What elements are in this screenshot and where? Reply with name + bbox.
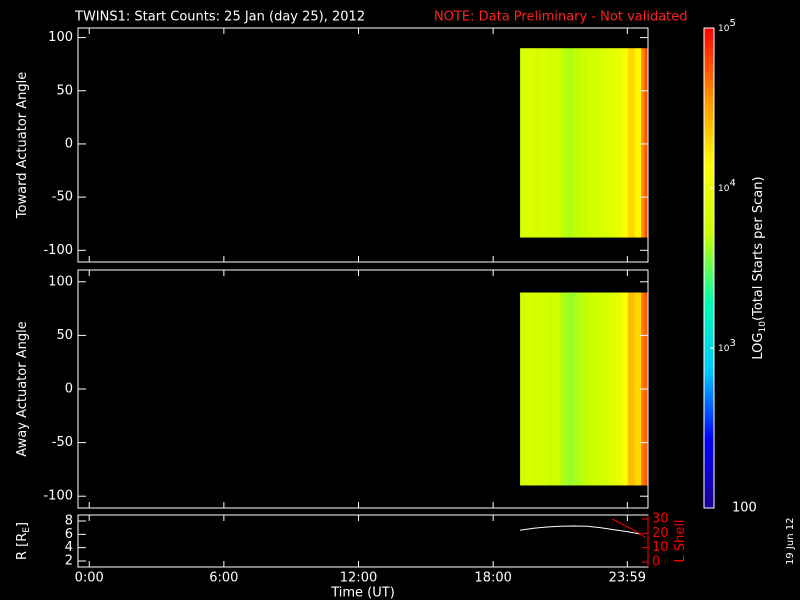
heatmap-cell	[594, 48, 602, 238]
colorbar-tick-label: 105	[718, 18, 736, 34]
heatmap-cell	[573, 48, 582, 238]
heatmap-cell	[621, 292, 629, 486]
date: 19 Jun 12	[785, 518, 796, 565]
y2-tick-label: 30	[652, 512, 669, 527]
y2-tick-label: 10	[652, 540, 669, 555]
chart-title: TWINS1: Start Counts: 25 Jan (day 25), 2…	[74, 10, 365, 25]
heatmap-cell	[520, 48, 528, 238]
colorbar-tick-label: 104	[718, 178, 736, 194]
tick-exponent: 3	[729, 338, 735, 349]
heatmap-cell	[540, 292, 548, 486]
y-tick-label: -100	[43, 489, 73, 504]
y2-tick-label: 0	[652, 554, 660, 569]
heatmap-cell	[614, 48, 622, 238]
y-tick-label: -100	[43, 243, 73, 258]
x-tick-label: 6:00	[209, 571, 238, 586]
heatmap-cell	[627, 292, 636, 486]
heatmap-cell	[594, 292, 602, 486]
heatmap-cell	[614, 292, 622, 486]
axis-label: Toward Actuator Angle	[15, 72, 30, 219]
heatmap-cell	[600, 292, 609, 486]
heatmap-cell	[547, 292, 555, 486]
y-tick-label: -50	[52, 190, 73, 205]
heatmap-cell	[560, 48, 568, 238]
x-tick-label: 0:00	[75, 571, 104, 586]
heatmap-cell	[526, 48, 535, 238]
tick-base: 10	[718, 24, 730, 34]
y2-tick-label: 20	[652, 526, 669, 541]
label-part: (Total Starts per Scan)	[751, 176, 766, 321]
label-part: ]	[15, 522, 30, 527]
heatmap-cell	[621, 48, 629, 238]
y-tick-label: 0	[65, 136, 73, 151]
heatmap-cell	[644, 48, 649, 238]
axis-label: R [RE]	[15, 522, 32, 560]
heatmap-cell	[567, 48, 575, 238]
colorbar-tick-label: 100	[732, 501, 757, 516]
heatmap-cell	[553, 292, 561, 486]
heatmap-cell	[540, 48, 548, 238]
x-tick-label: 23:59	[609, 571, 646, 586]
y-tick-label: 0	[65, 382, 73, 397]
label-subscript: E	[22, 527, 32, 533]
series-line	[520, 525, 642, 535]
heatmap-cell	[560, 292, 568, 486]
x-tick-label: 12:00	[340, 571, 377, 586]
y-tick-label: 50	[56, 83, 73, 98]
label-part: LOG	[751, 333, 766, 360]
heatmap-cell	[587, 48, 595, 238]
y-tick-label: 6	[65, 527, 73, 542]
heatmap-cell	[607, 292, 615, 486]
label-part: L Shell	[673, 519, 688, 562]
heatmap-cell	[587, 292, 595, 486]
heatmap-cell	[567, 292, 575, 486]
heatmap-cell	[580, 292, 588, 486]
tick-exponent: 4	[729, 178, 735, 189]
axis-label: LOG10(Total Starts per Scan)	[751, 176, 768, 359]
y-tick-label: -50	[52, 435, 73, 450]
tick-exponent: 5	[729, 18, 735, 29]
heatmap-cell	[600, 48, 609, 238]
x-axis-label: Time (UT)	[330, 586, 395, 600]
heatmap-cell	[520, 292, 528, 486]
y-tick-label: 100	[48, 274, 73, 289]
heatmap-cell	[573, 292, 582, 486]
heatmap-cell	[526, 292, 535, 486]
label-subscript: 10	[758, 321, 768, 333]
heatmap-cell	[533, 292, 541, 486]
heatmap-cell	[607, 48, 615, 238]
colorbar-tick-label: 103	[718, 338, 736, 354]
tick-base: 10	[718, 184, 730, 194]
plot-frame	[77, 27, 649, 263]
y-tick-label: 4	[65, 540, 73, 555]
heatmap-cell	[547, 48, 555, 238]
label-part: Away Actuator Angle	[15, 321, 30, 456]
heatmap-cell	[627, 48, 636, 238]
y-tick-label: 8	[65, 514, 73, 529]
label-part: Toward Actuator Angle	[15, 72, 30, 219]
heatmap-cell	[641, 48, 646, 238]
y-tick-label: 100	[48, 30, 73, 45]
heatmap-cell	[533, 48, 541, 238]
axis-label: Away Actuator Angle	[15, 321, 30, 456]
heatmap-cell	[634, 292, 642, 486]
x-tick-label: 18:00	[474, 571, 511, 586]
heatmap-cell	[553, 48, 561, 238]
plot-frame	[77, 514, 649, 568]
axis-label: L Shell	[673, 519, 688, 562]
label-part: R [R	[15, 533, 30, 560]
heatmap-cell	[634, 48, 642, 238]
heatmap-cell	[580, 48, 588, 238]
tick-base: 10	[718, 344, 730, 354]
colorbar	[703, 27, 715, 509]
note: NOTE: Data Preliminary - Not validated	[434, 10, 688, 25]
y-tick-label: 50	[56, 328, 73, 343]
y-tick-label: 2	[65, 554, 73, 569]
series-line	[611, 518, 647, 539]
